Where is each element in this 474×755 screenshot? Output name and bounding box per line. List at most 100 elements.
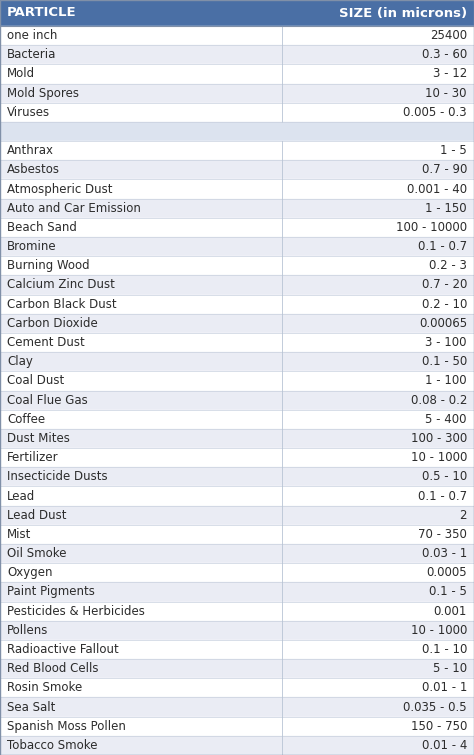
Text: 1 - 5: 1 - 5	[440, 144, 467, 157]
Text: 10 - 1000: 10 - 1000	[410, 451, 467, 464]
Text: Asbestos: Asbestos	[7, 163, 60, 177]
Text: 0.0005: 0.0005	[427, 566, 467, 579]
Text: 0.1 - 10: 0.1 - 10	[422, 643, 467, 656]
Bar	[0, 160, 474, 180]
Text: Coffee: Coffee	[7, 413, 45, 426]
Bar	[0, 199, 474, 218]
Bar	[0, 276, 474, 294]
Text: Spanish Moss Pollen: Spanish Moss Pollen	[7, 720, 126, 732]
Text: Anthrax: Anthrax	[7, 144, 54, 157]
Bar	[0, 602, 474, 621]
Bar	[0, 0, 474, 26]
Text: 100 - 300: 100 - 300	[411, 432, 467, 445]
Text: 0.7 - 90: 0.7 - 90	[422, 163, 467, 177]
Text: 5 - 10: 5 - 10	[433, 662, 467, 675]
Bar	[0, 544, 474, 563]
Text: Radioactive Fallout: Radioactive Fallout	[7, 643, 119, 656]
Text: 0.001 - 40: 0.001 - 40	[407, 183, 467, 196]
Bar	[0, 218, 474, 237]
Bar	[0, 122, 474, 141]
Text: 0.2 - 10: 0.2 - 10	[422, 297, 467, 310]
Text: Burning Wood: Burning Wood	[7, 259, 90, 273]
Text: 3 - 12: 3 - 12	[433, 67, 467, 81]
Text: 0.005 - 0.3: 0.005 - 0.3	[403, 106, 467, 119]
Text: 0.1 - 50: 0.1 - 50	[422, 355, 467, 368]
Text: 5 - 400: 5 - 400	[426, 413, 467, 426]
Text: 0.01 - 4: 0.01 - 4	[422, 739, 467, 752]
Text: 0.1 - 0.7: 0.1 - 0.7	[418, 489, 467, 503]
Text: Rosin Smoke: Rosin Smoke	[7, 681, 82, 695]
Bar	[0, 141, 474, 160]
Text: Beach Sand: Beach Sand	[7, 221, 77, 234]
Text: 0.03 - 1: 0.03 - 1	[422, 547, 467, 560]
Text: Viruses: Viruses	[7, 106, 50, 119]
Text: 10 - 30: 10 - 30	[426, 87, 467, 100]
Bar	[0, 448, 474, 467]
Bar	[0, 26, 474, 45]
Bar	[0, 390, 474, 410]
Text: 0.1 - 5: 0.1 - 5	[429, 585, 467, 599]
Text: 0.035 - 0.5: 0.035 - 0.5	[403, 701, 467, 713]
Text: Fertilizer: Fertilizer	[7, 451, 59, 464]
Text: 0.2 - 3: 0.2 - 3	[429, 259, 467, 273]
Bar	[0, 352, 474, 371]
Text: 150 - 750: 150 - 750	[410, 720, 467, 732]
Text: Lead: Lead	[7, 489, 35, 503]
Bar	[0, 716, 474, 736]
Bar	[0, 486, 474, 506]
Text: 2: 2	[459, 509, 467, 522]
Text: PARTICLE: PARTICLE	[7, 7, 77, 20]
Bar	[0, 333, 474, 352]
Text: Mold: Mold	[7, 67, 35, 81]
Text: Sea Salt: Sea Salt	[7, 701, 55, 713]
Text: 0.001: 0.001	[434, 605, 467, 618]
Bar	[0, 294, 474, 314]
Text: 0.00065: 0.00065	[419, 317, 467, 330]
Bar	[0, 640, 474, 659]
Text: Pesticides & Herbicides: Pesticides & Herbicides	[7, 605, 145, 618]
Text: 0.7 - 20: 0.7 - 20	[422, 279, 467, 291]
Text: Paint Pigments: Paint Pigments	[7, 585, 95, 599]
Text: Coal Flue Gas: Coal Flue Gas	[7, 393, 88, 407]
Bar	[0, 64, 474, 84]
Text: Atmospheric Dust: Atmospheric Dust	[7, 183, 112, 196]
Bar	[0, 525, 474, 544]
Text: Oil Smoke: Oil Smoke	[7, 547, 66, 560]
Text: Calcium Zinc Dust: Calcium Zinc Dust	[7, 279, 115, 291]
Bar	[0, 698, 474, 716]
Text: Cement Dust: Cement Dust	[7, 336, 85, 349]
Text: Coal Dust: Coal Dust	[7, 374, 64, 387]
Text: Carbon Dioxide: Carbon Dioxide	[7, 317, 98, 330]
Bar	[0, 736, 474, 755]
Text: Red Blood Cells: Red Blood Cells	[7, 662, 99, 675]
Text: Mist: Mist	[7, 528, 31, 541]
Text: Oxygen: Oxygen	[7, 566, 53, 579]
Text: 0.3 - 60: 0.3 - 60	[422, 48, 467, 61]
Text: Auto and Car Emission: Auto and Car Emission	[7, 202, 141, 214]
Text: 70 - 350: 70 - 350	[418, 528, 467, 541]
Text: 25400: 25400	[430, 29, 467, 42]
Bar	[0, 563, 474, 582]
Text: Mold Spores: Mold Spores	[7, 87, 79, 100]
Bar	[0, 429, 474, 448]
Bar	[0, 678, 474, 698]
Text: Lead Dust: Lead Dust	[7, 509, 66, 522]
Text: 0.1 - 0.7: 0.1 - 0.7	[418, 240, 467, 253]
Text: Clay: Clay	[7, 355, 33, 368]
Text: Tobacco Smoke: Tobacco Smoke	[7, 739, 98, 752]
Text: 0.5 - 10: 0.5 - 10	[422, 470, 467, 483]
Bar	[0, 45, 474, 64]
Text: 0.08 - 0.2: 0.08 - 0.2	[410, 393, 467, 407]
Bar	[0, 410, 474, 429]
Text: Insecticide Dusts: Insecticide Dusts	[7, 470, 108, 483]
Bar	[0, 103, 474, 122]
Text: Bacteria: Bacteria	[7, 48, 56, 61]
Bar	[0, 467, 474, 486]
Text: 1 - 150: 1 - 150	[425, 202, 467, 214]
Text: one inch: one inch	[7, 29, 57, 42]
Text: 3 - 100: 3 - 100	[426, 336, 467, 349]
Text: SIZE (in microns): SIZE (in microns)	[339, 7, 467, 20]
Bar	[0, 314, 474, 333]
Bar	[0, 659, 474, 678]
Bar	[0, 506, 474, 525]
